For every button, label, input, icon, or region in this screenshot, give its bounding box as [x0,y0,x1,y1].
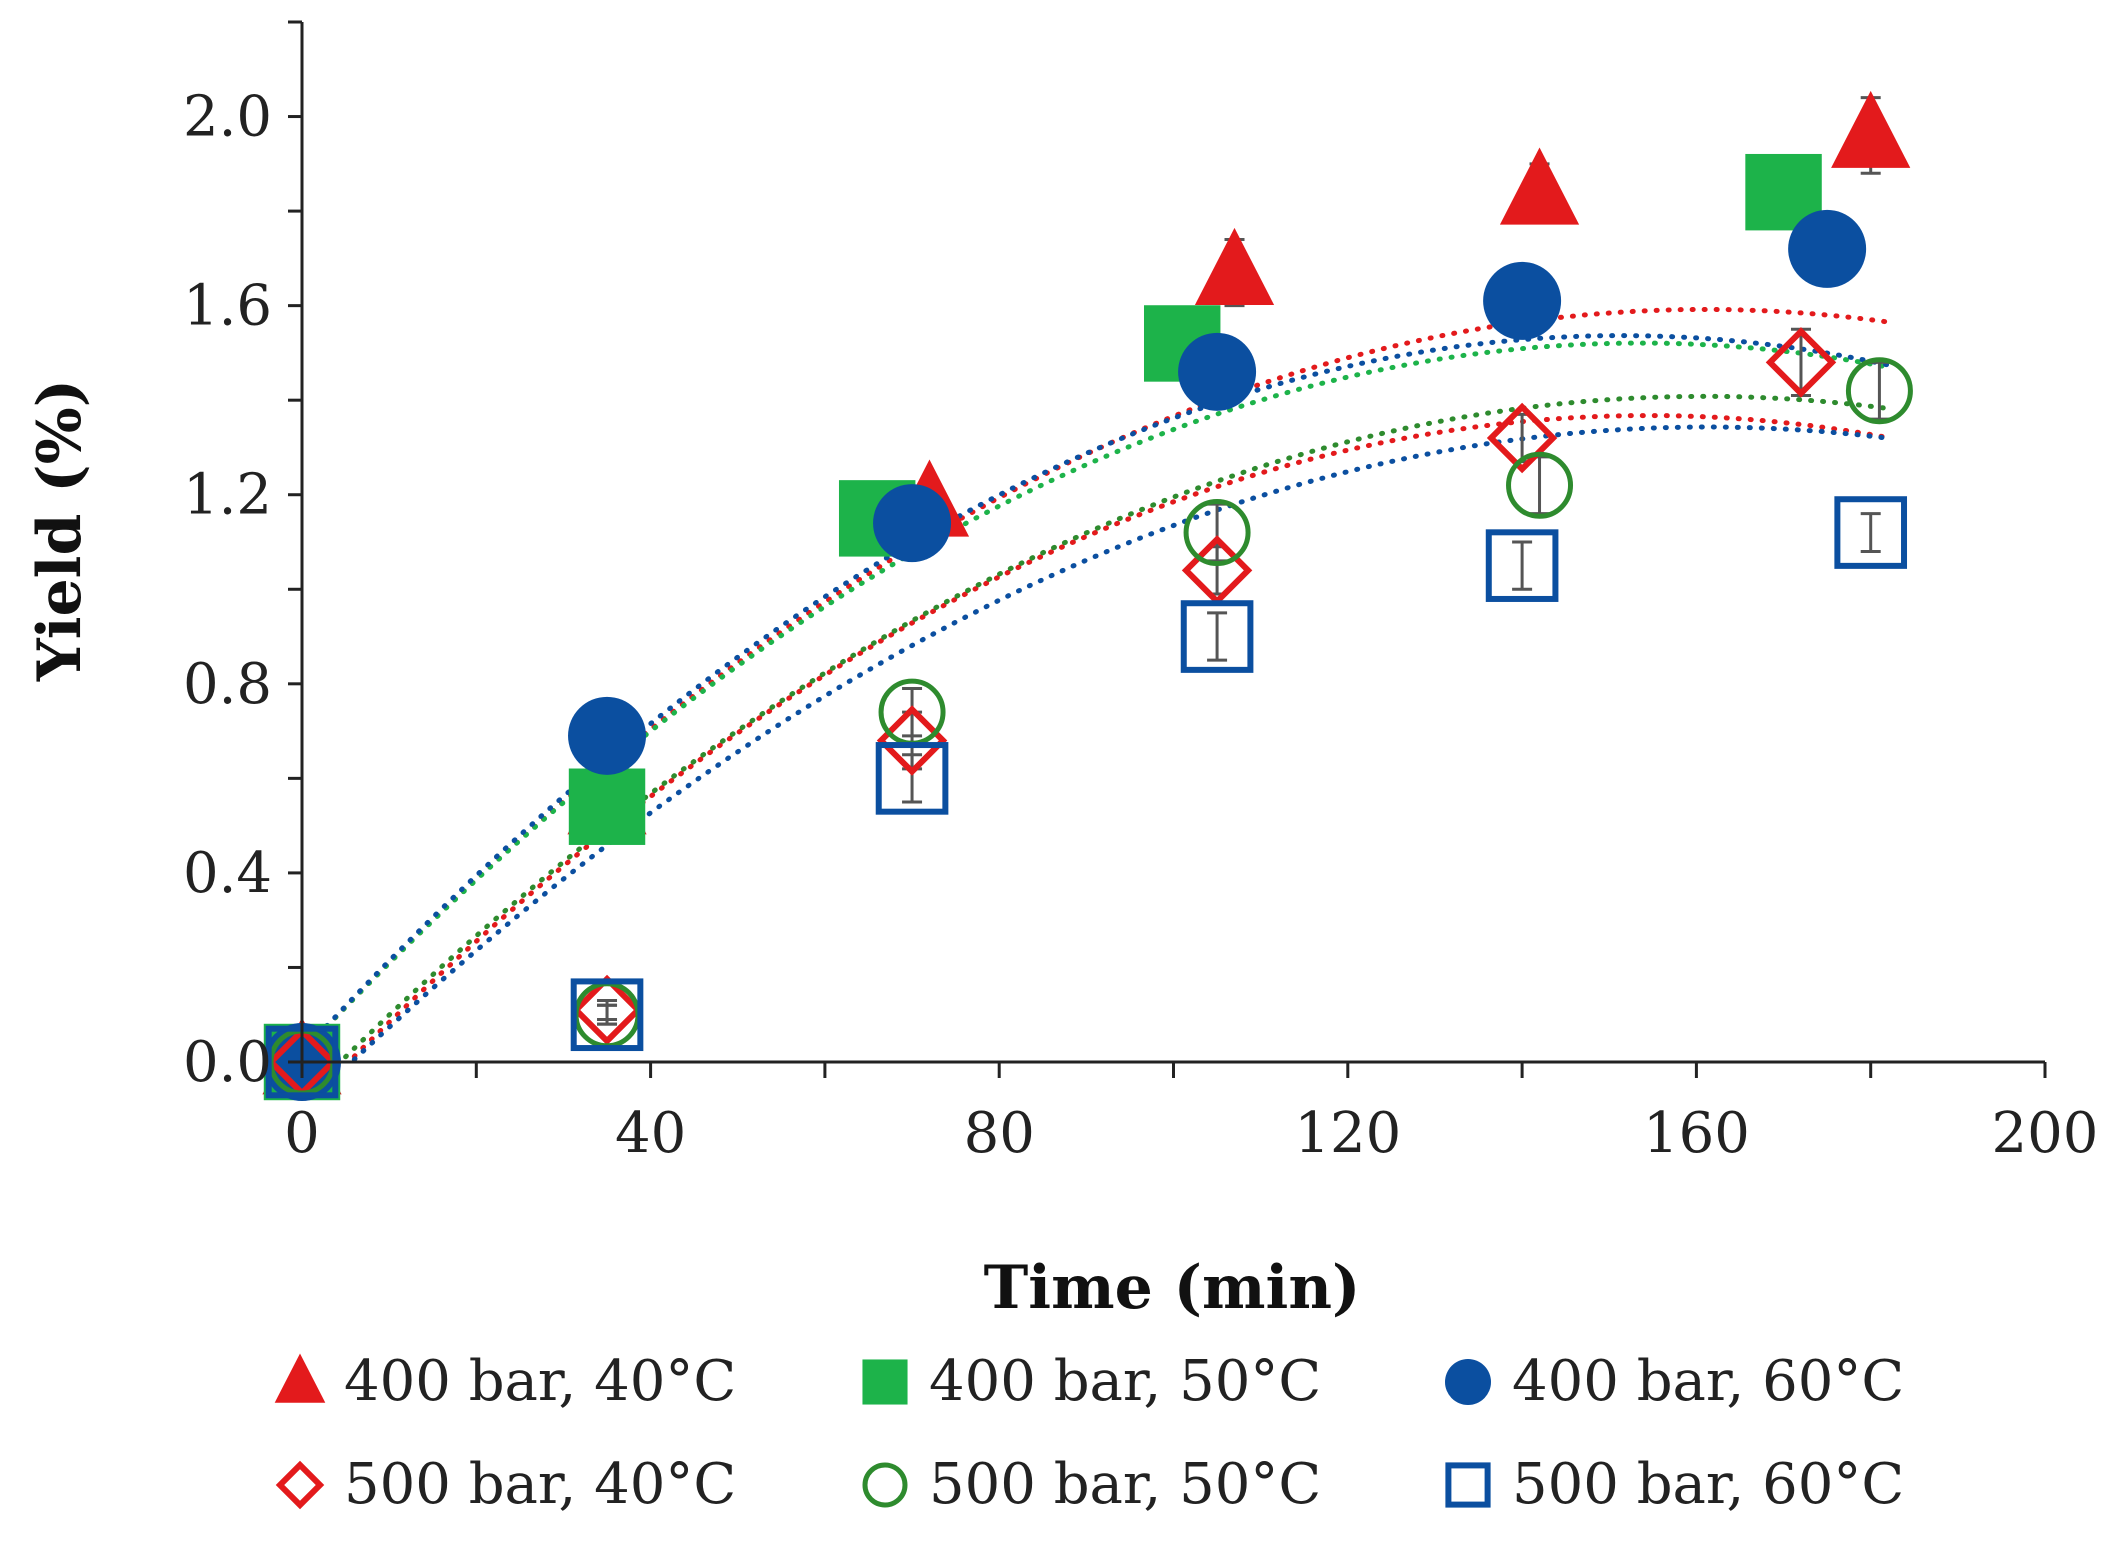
data-point [1845,357,1913,425]
trend-line [343,393,1891,1060]
trend-line [299,307,1891,1055]
legend-label: 400 bar, 50°C [929,1349,1321,1414]
data-point [1788,209,1867,288]
data-point [570,978,644,1052]
tick-labels: 0.0 0.4 0.8 1.2 1.6 2.0 0 40 80 120 160 200 [183,85,2099,1166]
data-point [1499,147,1580,225]
y-tick-label: 0.0 [183,1030,272,1095]
legend-marker [274,1353,326,1403]
data-point [568,696,647,775]
x-tick-label: 200 [1992,1101,2099,1166]
error-bars [597,96,1890,1026]
legend-marker [862,1359,908,1405]
legend: 400 bar, 40°C 400 bar, 50°C 400 bar, 60°C 5… [274,1349,1904,1517]
legend-label: 500 bar, 50°C [929,1452,1321,1517]
data-point [1483,261,1562,340]
data-point [1194,227,1275,305]
trend-line [299,333,1891,1055]
data-point [1183,499,1251,567]
x-tick-label: 0 [284,1101,320,1166]
data-point [1831,90,1911,168]
trend-lines [299,307,1891,1062]
y-tick-label: 1.2 [183,463,272,528]
y-tick-label: 2.0 [183,85,272,150]
data-point [1834,496,1908,569]
data-point [1178,332,1257,411]
data-markers [262,90,1913,1101]
data-point [1765,327,1837,398]
data-point [876,705,948,776]
x-axis-title: Time (min) [984,1253,1361,1323]
data-point [1485,529,1559,602]
legend-label: 400 bar, 60°C [1512,1349,1904,1414]
legend-label: 500 bar, 60°C [1512,1452,1904,1517]
trend-line [299,340,1891,1055]
y-axis-title: Yield (%) [25,379,95,682]
x-tick-label: 40 [615,1101,686,1166]
data-point [1180,600,1254,673]
data-point [568,768,646,845]
data-point [1486,402,1558,474]
y-tick-label: 0.8 [183,652,272,717]
legend-marker [1445,1359,1491,1405]
legend-label: 400 bar, 40°C [344,1349,736,1414]
y-tick-label: 1.6 [183,274,272,339]
data-point [873,484,952,563]
legend-marker [275,1460,325,1510]
y-tick-label: 0.4 [183,841,272,906]
legend-marker [1445,1462,1491,1508]
x-tick-label: 160 [1643,1101,1750,1166]
data-point [571,974,643,1046]
trend-line [351,413,1891,1059]
x-tick-label: 80 [964,1101,1035,1166]
data-point [1506,451,1574,519]
axes [288,20,2047,1078]
data-point [875,742,949,815]
legend-marker [862,1462,908,1508]
legend-label: 500 bar, 40°C [344,1452,736,1517]
x-tick-label: 120 [1294,1101,1401,1166]
